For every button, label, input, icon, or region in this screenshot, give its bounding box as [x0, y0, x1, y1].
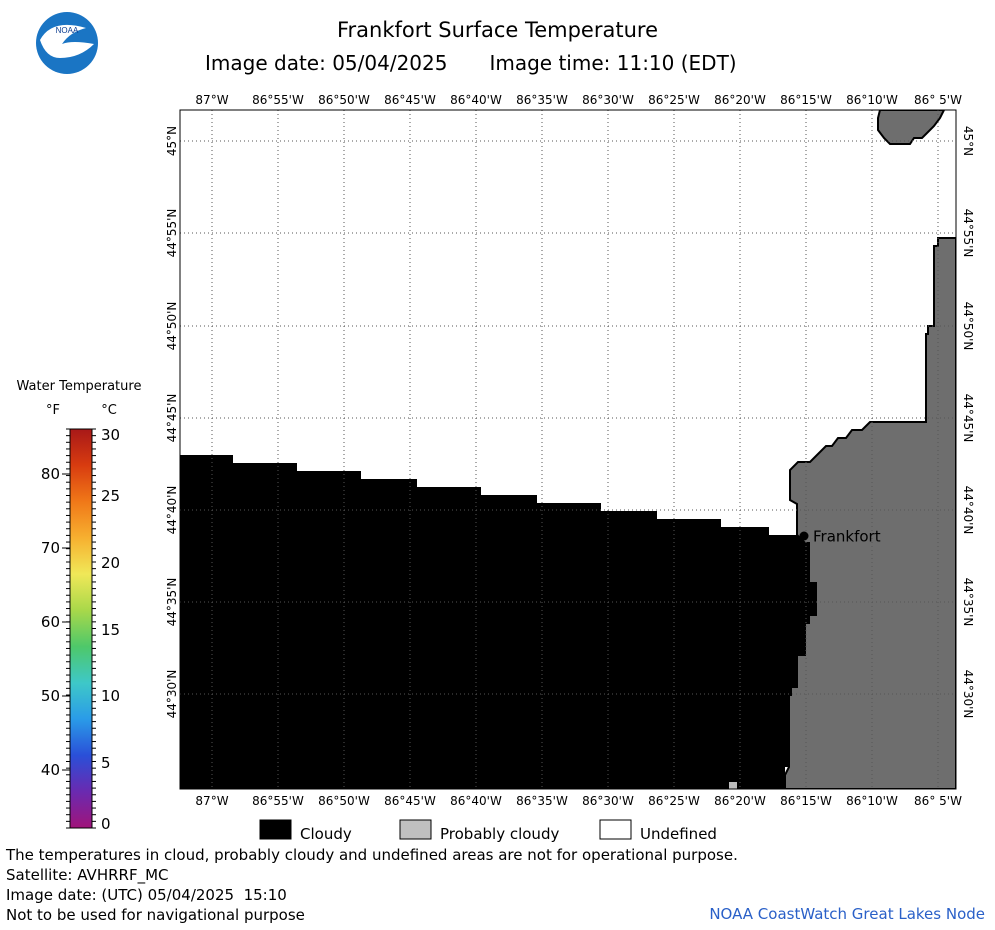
legend-swatch-probably-cloudy	[399, 819, 432, 840]
cloud-region	[180, 455, 816, 789]
lat-tick-label: 44°30'N	[165, 670, 179, 719]
legend-label-undefined: Undefined	[640, 825, 717, 843]
map-title: Frankfort Surface Temperature	[336, 18, 658, 42]
land-region	[784, 237, 956, 789]
longitude-labels-bottom: 87°W 86°55'W 86°50'W 86°45'W 86°40'W 86°35'W 8…	[195, 794, 962, 808]
lon-tick-label: 86°50'W	[318, 794, 370, 808]
colorbar-ticks	[62, 428, 96, 829]
map-subtitle: Image date: 05/04/2025 Image time: 11:10 …	[205, 51, 737, 75]
legend-swatch-undefined	[599, 819, 632, 840]
disclaimer-text: The temperatures in cloud, probably clou…	[6, 846, 738, 864]
legend-swatch-cloudy	[259, 819, 292, 840]
colorbar-unit-c: °C	[101, 403, 117, 418]
frankfort-marker	[799, 531, 809, 541]
image-date-label: Image date: 05/04/2025	[205, 51, 448, 75]
colorbar-c-labels: 30 25 20 15 10 5 0	[101, 426, 120, 833]
small-probably-cloudy-patch	[729, 782, 737, 789]
colorbar-f-label: 70	[41, 539, 60, 557]
lat-tick-label: 44°55'N	[961, 209, 975, 258]
lon-tick-label: 86°30'W	[582, 93, 634, 107]
navigation-warning-text: Not to be used for navigational purpose	[6, 906, 305, 924]
legend-label-cloudy: Cloudy	[300, 825, 352, 843]
lon-tick-label: 86°40'W	[450, 794, 502, 808]
city-label: Frankfort	[813, 528, 881, 546]
lon-tick-label: 86°15'W	[780, 794, 832, 808]
image-time-label: Image time: 11:10 (EDT)	[489, 51, 737, 75]
colorbar-c-label: 10	[101, 687, 120, 705]
lon-tick-label: 86°45'W	[384, 794, 436, 808]
lon-tick-label: 86°35'W	[516, 93, 568, 107]
lon-tick-label: 86°25'W	[648, 794, 700, 808]
lon-tick-label: 86°10'W	[846, 794, 898, 808]
lon-tick-label: 86°40'W	[450, 93, 502, 107]
lon-tick-label: 86°10'W	[846, 93, 898, 107]
lon-tick-label: 87°W	[195, 794, 228, 808]
colorbar-gradient	[69, 428, 93, 829]
lat-tick-label: 45°N	[961, 126, 975, 156]
colorbar-title: Water Temperature	[17, 379, 142, 394]
lat-tick-label: 44°45'N	[165, 394, 179, 443]
colorbar-c-label: 25	[101, 487, 120, 505]
lat-tick-label: 44°50'N	[165, 302, 179, 351]
lon-tick-label: 86° 5'W	[914, 93, 962, 107]
colorbar-c-label: 15	[101, 621, 120, 639]
lon-tick-label: 86°50'W	[318, 93, 370, 107]
map-frame	[179, 109, 957, 790]
noaa-logo: NOAA	[36, 12, 98, 74]
lat-tick-label: 44°30'N	[961, 670, 975, 719]
lat-tick-label: 44°45'N	[961, 394, 975, 443]
lat-tick-label: 44°55'N	[165, 209, 179, 258]
map-panel: Frankfort 87°W 86°55'W 86°50'W 86°45'W 86°40…	[165, 93, 975, 808]
lon-tick-label: 86°45'W	[384, 93, 436, 107]
island-region	[877, 110, 946, 145]
legend-label-probably-cloudy: Probably cloudy	[440, 825, 559, 843]
logo-text: NOAA	[56, 26, 79, 35]
latitude-labels-left: 45°N 44°55'N 44°50'N 44°45'N 44°40'N 44°35'N 4…	[165, 126, 179, 719]
lon-tick-label: 86°30'W	[582, 794, 634, 808]
lon-tick-label: 86°35'W	[516, 794, 568, 808]
colorbar-c-label: 0	[101, 815, 111, 833]
lon-tick-label: 86°15'W	[780, 93, 832, 107]
colorbar-f-label: 60	[41, 613, 60, 631]
lon-tick-label: 86°20'W	[714, 794, 766, 808]
colorbar-unit-f: °F	[46, 403, 60, 418]
lat-tick-label: 44°40'N	[961, 486, 975, 535]
longitude-labels-top: 87°W 86°55'W 86°50'W 86°45'W 86°40'W 86°35'W 8…	[195, 93, 962, 107]
lon-tick-label: 86°55'W	[252, 93, 304, 107]
colorbar-f-label: 50	[41, 687, 60, 705]
colorbar-c-label: 20	[101, 554, 120, 572]
lat-tick-label: 44°50'N	[961, 302, 975, 351]
colorbar-f-label: 40	[41, 761, 60, 779]
satellite-text: Satellite: AVHRRF_MC	[6, 866, 169, 884]
lon-tick-label: 86° 5'W	[914, 794, 962, 808]
colorbar-f-label: 80	[41, 465, 60, 483]
credit-link[interactable]: NOAA CoastWatch Great Lakes Node	[709, 905, 985, 923]
colorbar-f-labels: 80 70 60 50 40	[41, 465, 60, 779]
lon-tick-label: 86°25'W	[648, 93, 700, 107]
image-date-utc-text: Image date: (UTC) 05/04/2025 15:10	[6, 886, 287, 904]
lat-tick-label: 44°35'N	[165, 578, 179, 627]
lat-tick-label: 45°N	[165, 126, 179, 156]
lon-tick-label: 87°W	[195, 93, 228, 107]
colorbar-c-label: 30	[101, 426, 120, 444]
lat-tick-label: 44°35'N	[961, 578, 975, 627]
lon-tick-label: 86°55'W	[252, 794, 304, 808]
latitude-labels-right: 45°N 44°55'N 44°50'N 44°45'N 44°40'N 44°35'N 4…	[961, 126, 975, 719]
colorbar-c-label: 5	[101, 754, 111, 772]
graticule	[180, 110, 956, 789]
legend: Cloudy Probably cloudy Undefined	[259, 819, 717, 843]
lon-tick-label: 86°20'W	[714, 93, 766, 107]
lat-tick-label: 44°40'N	[165, 486, 179, 535]
